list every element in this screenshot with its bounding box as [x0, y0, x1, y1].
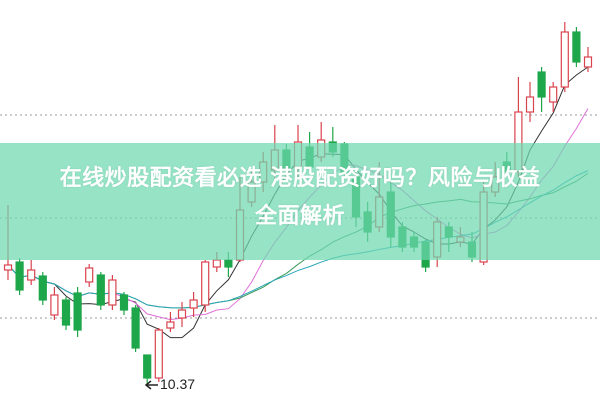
candle-body [154, 329, 163, 379]
candle-body [166, 321, 175, 329]
headline-line-2: 全面解析 [254, 204, 345, 229]
candle-body [108, 279, 117, 306]
candle-body [177, 309, 187, 319]
candle-body [537, 71, 546, 98]
candle-body [131, 307, 140, 349]
low-marker-arrowhead [144, 380, 152, 390]
headline-line-1: 在线炒股配资看必选 港股配资好吗？风险与收益 [59, 166, 541, 191]
candle-body [61, 299, 71, 326]
candle-body [572, 31, 581, 63]
candle-body [96, 274, 105, 306]
candle-body [85, 267, 94, 283]
candle-body [525, 96, 535, 113]
candle-body [224, 259, 233, 268]
candle-body [143, 354, 152, 379]
headline-band [0, 143, 600, 260]
candle-body [15, 261, 24, 291]
candle-body [189, 299, 198, 309]
candle-body [27, 269, 36, 281]
candle-body [50, 294, 59, 316]
candle-body [583, 56, 593, 68]
candle-body [560, 31, 569, 88]
candle-body [3, 264, 13, 271]
low-price-label: 10.37 [160, 376, 196, 392]
candle-body [73, 292, 82, 331]
candle-body [549, 86, 558, 103]
candle-body [212, 259, 221, 268]
candle-body [38, 275, 47, 301]
candle-body [201, 261, 210, 306]
headline: 在线炒股配资看必选 港股配资好吗？风险与收益 全面解析 [0, 160, 600, 236]
candle-body [119, 294, 129, 311]
